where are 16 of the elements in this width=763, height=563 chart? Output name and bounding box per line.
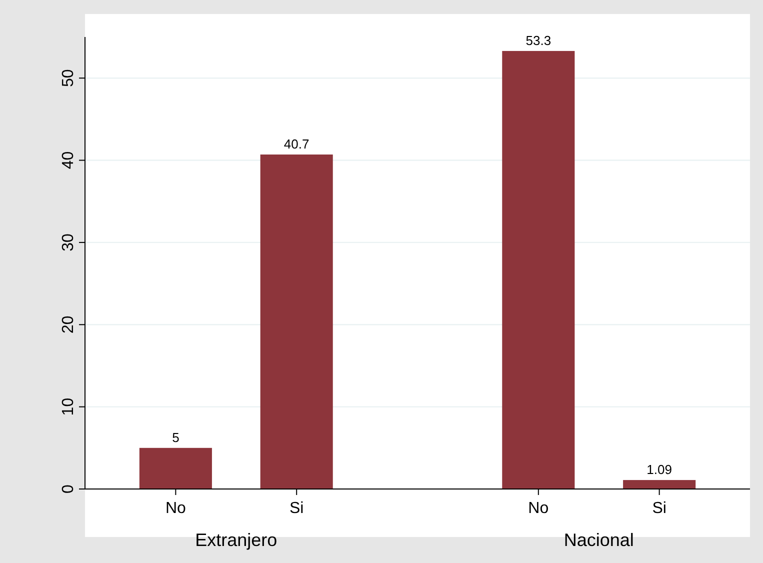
y-tick-label: 0 (60, 484, 77, 494)
data-label: 1.09 (646, 462, 672, 478)
text: Nacional (564, 530, 634, 550)
data-label: 5 (172, 430, 180, 445)
data-label: 40.7 (284, 136, 310, 152)
text: Extranjero (195, 530, 278, 550)
y-tick-label: 40 (60, 151, 77, 170)
x-tick-label: No (528, 500, 549, 517)
y-tick-label: 30 (60, 233, 77, 252)
y-tick-label: 20 (60, 316, 77, 334)
x-tick-label: No (165, 500, 186, 517)
x-tick-label: Si (652, 500, 666, 517)
x-tick-label: Si (289, 500, 304, 517)
y-tick-label: 10 (60, 398, 77, 416)
y-tick-label: 50 (60, 69, 77, 87)
data-label: 53.3 (526, 32, 552, 48)
